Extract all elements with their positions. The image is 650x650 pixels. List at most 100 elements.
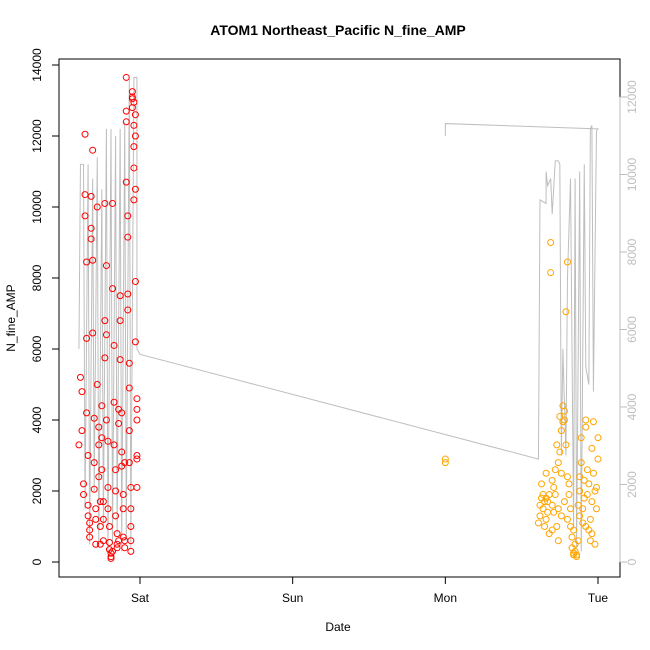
series-line [78, 76, 600, 552]
data-point-red [130, 121, 138, 129]
data-point-orange [574, 501, 582, 509]
data-point-red [127, 523, 135, 530]
data-point-orange [583, 491, 591, 499]
data-point-red [118, 448, 126, 456]
data-point-red [109, 547, 117, 555]
data-point-orange [536, 512, 544, 520]
data-point-orange [594, 455, 602, 463]
data-point-orange [544, 498, 552, 506]
data-point-orange [582, 423, 590, 431]
data-point-red [83, 258, 91, 266]
data-point-orange [576, 512, 584, 520]
data-point-red [124, 306, 132, 314]
data-point-orange [554, 505, 562, 513]
data-point-orange [586, 515, 594, 523]
data-point-red [130, 164, 138, 172]
data-point-red [112, 512, 120, 520]
data-point-orange [547, 239, 555, 246]
series-layer [75, 73, 602, 562]
data-point-orange [560, 498, 568, 506]
data-point-red [133, 483, 141, 491]
plot-frame [58, 58, 621, 578]
data-point-red [102, 262, 110, 270]
data-point-red [116, 292, 124, 300]
y-axis: 0 2000 4000 6000 8000 10000 12000 14000 [30, 48, 60, 565]
data-point-red [113, 540, 121, 548]
data-point-red [124, 233, 132, 241]
data-point-orange [554, 537, 562, 545]
data-point-orange [553, 523, 561, 530]
data-point-orange [570, 526, 578, 534]
y-tick-label: 12000 [30, 119, 44, 153]
data-point-orange [541, 523, 549, 530]
data-point-orange [534, 519, 542, 527]
data-point-orange [591, 540, 599, 548]
data-point-orange [538, 480, 546, 488]
data-point-red [107, 554, 115, 562]
data-point-orange [565, 480, 573, 488]
data-point-orange [574, 537, 582, 545]
secondary-y-axis: 0 2000 4000 6000 8000 10000 12000 [619, 80, 639, 565]
data-point-orange [542, 515, 550, 523]
data-point-orange [547, 269, 555, 277]
data-point-orange [548, 526, 556, 534]
data-point-orange [562, 308, 570, 316]
data-point-red [121, 537, 129, 545]
data-point-red [119, 491, 127, 499]
data-point-orange [573, 553, 581, 561]
data-point-red [89, 146, 97, 154]
y2-tick-label: 8000 [625, 238, 639, 265]
data-point-red [118, 409, 126, 417]
data-point-red [112, 487, 120, 495]
data-point-red [92, 515, 100, 523]
data-point-orange [562, 441, 570, 449]
data-point-orange [583, 466, 591, 474]
data-point-red [90, 485, 98, 493]
data-point-orange [579, 505, 587, 513]
data-point-red [75, 441, 83, 449]
data-point-orange [557, 427, 565, 435]
data-point-orange [553, 441, 561, 449]
data-point-red [124, 212, 132, 220]
data-point-red [78, 388, 86, 396]
y-axis-label: N_fine_AMP [4, 284, 18, 351]
data-point-orange [563, 258, 571, 266]
data-point-red [101, 317, 109, 325]
x-tick-label: Sat [131, 591, 150, 605]
data-point-orange [577, 459, 585, 467]
data-point-red [109, 199, 117, 207]
data-point-red [116, 356, 124, 364]
data-point-red [113, 544, 121, 552]
data-point-orange [588, 498, 596, 506]
data-point-orange [576, 473, 584, 481]
data-point-red [83, 334, 91, 342]
data-point-red [96, 523, 104, 530]
data-point-red [133, 452, 141, 459]
data-point-red [131, 338, 139, 346]
y2-tick-label: 12000 [625, 80, 639, 114]
data-point-orange [592, 483, 600, 491]
x-tick-label: Tue [588, 591, 609, 605]
x-axis: Sat Sun Mon Tue [131, 576, 609, 605]
data-point-red [110, 341, 118, 349]
data-point-red [131, 111, 139, 119]
data-point-red [133, 405, 141, 413]
data-point-red [87, 192, 95, 200]
data-point-red [133, 395, 141, 403]
data-point-red [125, 359, 133, 367]
data-point-orange [567, 505, 575, 513]
data-point-red [87, 224, 95, 232]
data-point-orange [589, 418, 597, 426]
data-point-red [128, 88, 136, 96]
data-point-red [105, 523, 113, 530]
data-point-orange [594, 434, 602, 442]
y-tick-label: 8000 [30, 264, 44, 291]
data-point-red [99, 537, 107, 545]
data-point-red [133, 416, 141, 424]
y-tick-label: 4000 [30, 406, 44, 433]
y-tick-label: 14000 [30, 48, 44, 82]
data-point-orange [542, 469, 550, 477]
y2-tick-label: 10000 [625, 157, 639, 191]
data-point-red [99, 498, 107, 506]
